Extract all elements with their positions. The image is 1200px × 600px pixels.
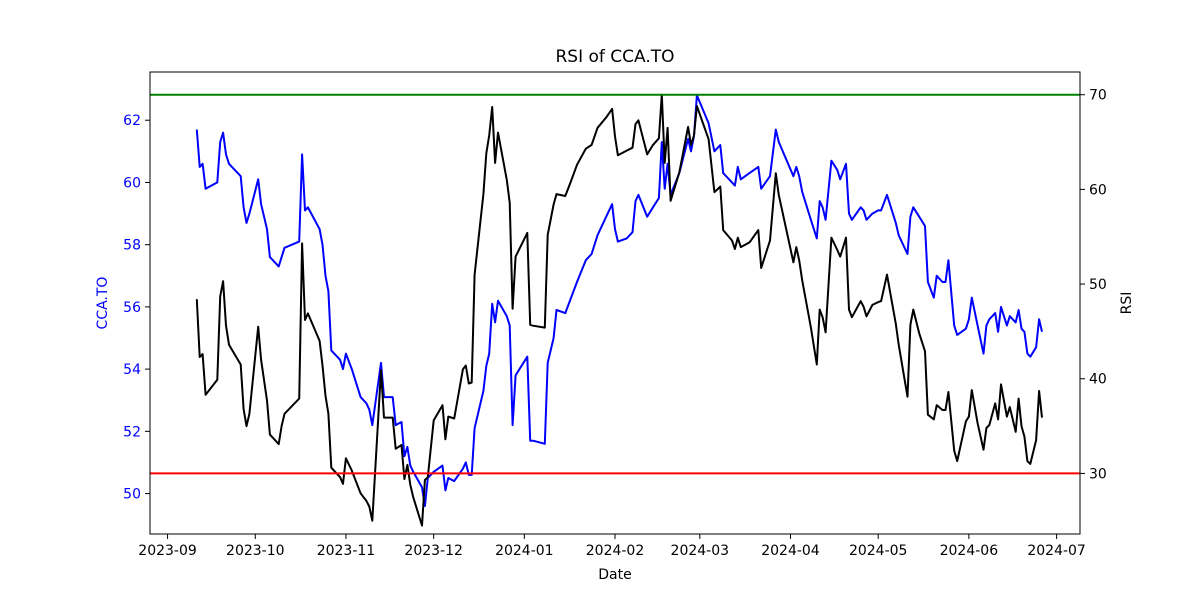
right-y-tick-label: 50 — [1089, 277, 1107, 293]
left-y-tick-label: 56 — [123, 300, 141, 316]
price-series-line — [195, 94, 1043, 507]
x-tick-label: 2023-09 — [138, 543, 197, 559]
left-y-axis-ticks: 50 52 54 56 58 60 62 — [123, 113, 150, 503]
right-y-tick-label: 30 — [1089, 466, 1107, 482]
left-y-tick-label: 62 — [123, 113, 141, 129]
right-y-tick-label: 40 — [1089, 372, 1107, 388]
plot-lines — [150, 93, 1080, 527]
x-axis-ticks: 2023-09 2023-10 2023-11 2023-12 2024-01 2024-… — [138, 534, 1086, 559]
left-y-tick-label: 58 — [123, 238, 141, 254]
x-tick-label: 2024-04 — [761, 543, 820, 559]
right-y-tick-label: 60 — [1089, 182, 1107, 198]
right-y-tick-label: 70 — [1089, 88, 1107, 104]
x-axis-label: Date — [598, 567, 631, 583]
right-y-axis-ticks: 30 40 50 60 70 — [1080, 88, 1107, 482]
left-y-tick-label: 60 — [123, 175, 141, 191]
x-tick-label: 2024-06 — [940, 543, 999, 559]
chart-title: RSI of CCA.TO — [555, 47, 674, 67]
rsi-series-line — [195, 93, 1043, 527]
right-y-axis-label: RSI — [1119, 292, 1135, 315]
left-y-tick-label: 52 — [123, 424, 141, 440]
x-tick-label: 2023-10 — [226, 543, 285, 559]
left-y-tick-label: 50 — [123, 487, 141, 503]
x-tick-label: 2024-02 — [586, 543, 645, 559]
x-tick-label: 2024-03 — [671, 543, 730, 559]
x-tick-label: 2024-01 — [495, 543, 554, 559]
x-tick-label: 2023-11 — [317, 543, 376, 559]
left-y-tick-label: 54 — [123, 362, 141, 378]
x-tick-label: 2023-12 — [404, 543, 463, 559]
x-tick-label: 2024-07 — [1027, 543, 1086, 559]
x-tick-label: 2024-05 — [849, 543, 908, 559]
left-y-axis-label: CCA.TO — [95, 277, 111, 330]
